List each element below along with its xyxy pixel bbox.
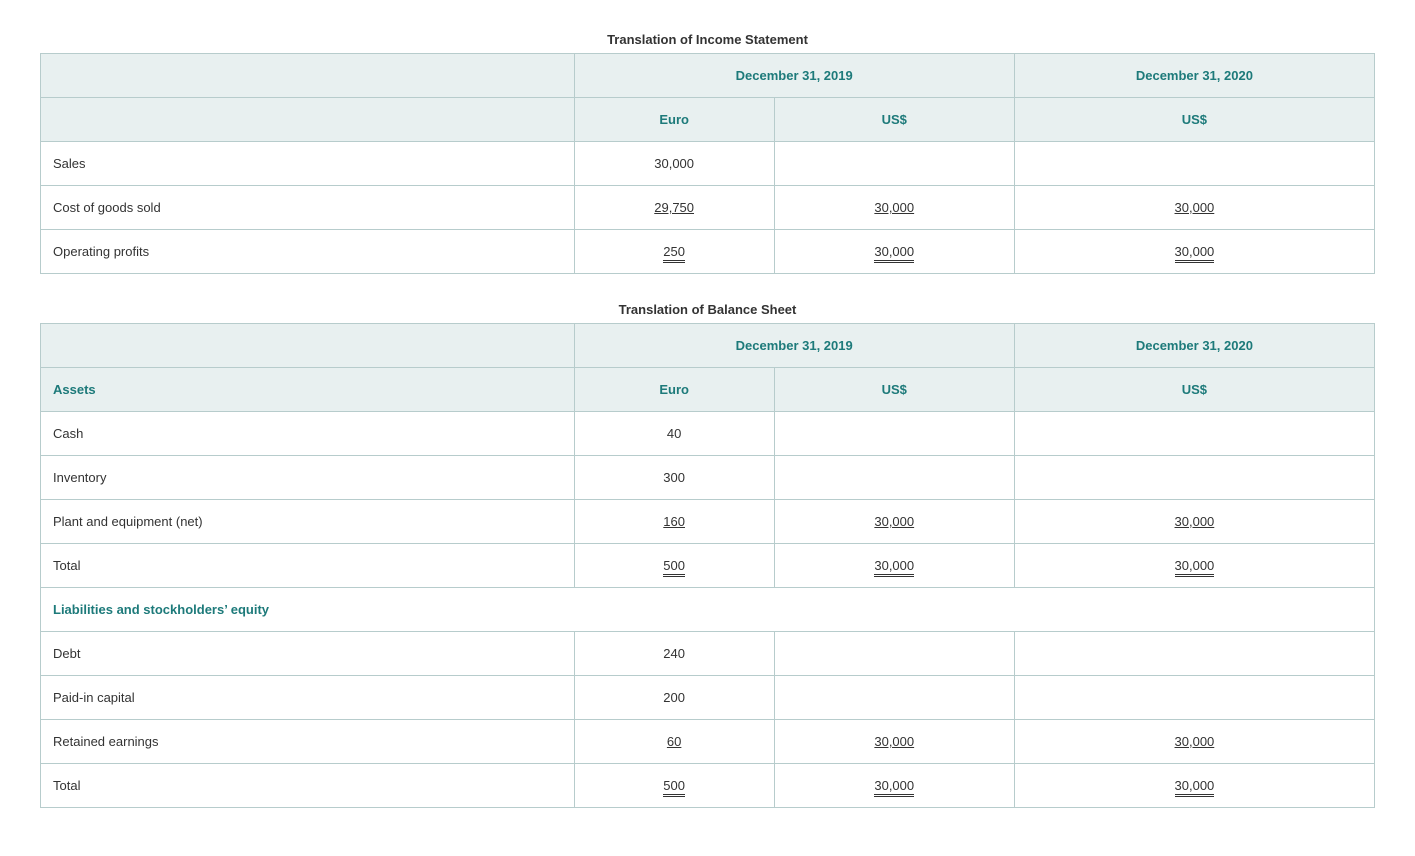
balance-blank-header: [41, 324, 575, 368]
income-col-us2: US$: [1014, 98, 1374, 142]
income-blank-header: [41, 54, 575, 98]
row-label: Plant and equipment (net): [41, 500, 575, 544]
balance-period-2019: December 31, 2019: [574, 324, 1014, 368]
balance-currency-row: Assets Euro US$ US$: [41, 368, 1375, 412]
row-us2: 30,000: [1014, 230, 1374, 274]
row-us1: 30,000: [774, 764, 1014, 808]
balance-col-euro: Euro: [574, 368, 774, 412]
row-euro: 30,000: [574, 142, 774, 186]
row-us1: 30,000: [774, 230, 1014, 274]
balance-liab-header: Liabilities and stockholders’ equity: [41, 588, 1375, 632]
row-label: Cost of goods sold: [41, 186, 575, 230]
table-row: Cost of goods sold 29,750 30,000 30,000: [41, 186, 1375, 230]
row-us1: [774, 142, 1014, 186]
row-us2: [1014, 632, 1374, 676]
row-us1: [774, 632, 1014, 676]
table-row: Plant and equipment (net) 160 30,000 30,…: [41, 500, 1375, 544]
row-us2: 30,000: [1014, 544, 1374, 588]
income-title: Translation of Income Statement: [40, 32, 1375, 47]
row-label: Total: [41, 764, 575, 808]
table-row: Operating profits 250 30,000 30,000: [41, 230, 1375, 274]
table-row: Inventory 300: [41, 456, 1375, 500]
row-us2: [1014, 676, 1374, 720]
row-label: Debt: [41, 632, 575, 676]
table-row: Total 500 30,000 30,000: [41, 544, 1375, 588]
row-label: Operating profits: [41, 230, 575, 274]
table-row: Total 500 30,000 30,000: [41, 764, 1375, 808]
row-euro: 500: [574, 544, 774, 588]
row-us2: [1014, 142, 1374, 186]
income-period-2019: December 31, 2019: [574, 54, 1014, 98]
row-euro: 250: [574, 230, 774, 274]
table-row: Debt 240: [41, 632, 1375, 676]
row-us1: 30,000: [774, 186, 1014, 230]
row-us1: 30,000: [774, 544, 1014, 588]
row-euro: 29,750: [574, 186, 774, 230]
income-blank-header-2: [41, 98, 575, 142]
table-row: Paid-in capital 200: [41, 676, 1375, 720]
row-label: Sales: [41, 142, 575, 186]
table-row: Retained earnings 60 30,000 30,000: [41, 720, 1375, 764]
row-label: Cash: [41, 412, 575, 456]
balance-col-us1: US$: [774, 368, 1014, 412]
income-col-euro: Euro: [574, 98, 774, 142]
row-us1: [774, 412, 1014, 456]
row-us1: 30,000: [774, 500, 1014, 544]
row-us2: 30,000: [1014, 500, 1374, 544]
income-period-row: December 31, 2019 December 31, 2020: [41, 54, 1375, 98]
row-euro: 500: [574, 764, 774, 808]
table-row: Sales 30,000: [41, 142, 1375, 186]
table-row: Cash 40: [41, 412, 1375, 456]
row-label: Total: [41, 544, 575, 588]
row-euro: 200: [574, 676, 774, 720]
row-us2: 30,000: [1014, 764, 1374, 808]
row-us2: 30,000: [1014, 186, 1374, 230]
row-euro: 60: [574, 720, 774, 764]
row-us2: 30,000: [1014, 720, 1374, 764]
row-euro: 40: [574, 412, 774, 456]
row-label: Retained earnings: [41, 720, 575, 764]
balance-period-row: December 31, 2019 December 31, 2020: [41, 324, 1375, 368]
income-col-us1: US$: [774, 98, 1014, 142]
section-row: Liabilities and stockholders’ equity: [41, 588, 1375, 632]
income-currency-row: Euro US$ US$: [41, 98, 1375, 142]
income-table: December 31, 2019 December 31, 2020 Euro…: [40, 53, 1375, 274]
row-us1: 30,000: [774, 720, 1014, 764]
row-label: Paid-in capital: [41, 676, 575, 720]
row-euro: 300: [574, 456, 774, 500]
balance-assets-header: Assets: [41, 368, 575, 412]
balance-col-us2: US$: [1014, 368, 1374, 412]
row-euro: 160: [574, 500, 774, 544]
row-euro: 240: [574, 632, 774, 676]
balance-title: Translation of Balance Sheet: [40, 302, 1375, 317]
row-us1: [774, 676, 1014, 720]
balance-period-2020: December 31, 2020: [1014, 324, 1374, 368]
row-label: Inventory: [41, 456, 575, 500]
row-us1: [774, 456, 1014, 500]
row-us2: [1014, 456, 1374, 500]
income-period-2020: December 31, 2020: [1014, 54, 1374, 98]
row-us2: [1014, 412, 1374, 456]
balance-table: December 31, 2019 December 31, 2020 Asse…: [40, 323, 1375, 808]
